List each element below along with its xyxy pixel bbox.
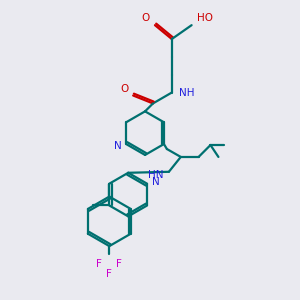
Text: O: O [120, 83, 128, 94]
Text: F: F [97, 259, 102, 269]
Text: HO: HO [196, 13, 213, 23]
Text: F: F [106, 269, 112, 279]
Text: HN: HN [148, 170, 164, 180]
Text: NH: NH [179, 88, 194, 98]
Text: N: N [152, 177, 160, 187]
Text: F: F [116, 259, 122, 269]
Text: N: N [115, 141, 122, 151]
Text: O: O [142, 13, 150, 23]
